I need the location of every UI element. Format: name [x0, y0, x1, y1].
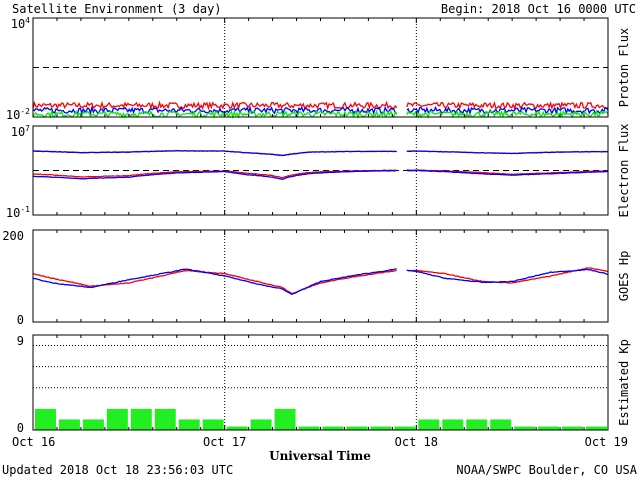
chart-title: Satellite Environment (3 day) — [12, 2, 222, 16]
kp-bar — [418, 419, 440, 430]
proton-flux-frame — [32, 17, 609, 118]
updated-time: Updated 2018 Oct 18 23:56:03 UTC — [2, 463, 233, 477]
tick-exponent: -1 — [20, 205, 30, 214]
proton-flux-label: Proton Flux — [617, 28, 631, 107]
kp-bar — [130, 408, 152, 430]
goes-hp-series-blue — [32, 268, 609, 296]
kp-bar — [370, 426, 392, 430]
electron-flux-frame — [32, 125, 609, 216]
goes-hp-frame — [32, 229, 609, 323]
electron-flux-series-blue — [32, 169, 609, 180]
begin-time: Begin: 2018 Oct 16 0000 UTC — [441, 2, 636, 16]
kp-bar — [490, 419, 512, 430]
proton-flux-ytick-top: 104 — [11, 16, 30, 31]
goes-hp-label: GOES Hp — [617, 251, 631, 302]
credit-line: NOAA/SWPC Boulder, CO USA — [456, 463, 637, 477]
electron-flux-series-red — [32, 169, 608, 179]
estimated-kp-ytick-top: 9 — [17, 334, 24, 348]
kp-bar — [514, 426, 536, 430]
tick-base: 10 — [11, 17, 25, 31]
kp-bar — [250, 419, 272, 430]
x-tick-label: Oct 18 — [395, 435, 438, 449]
tick-exponent: -2 — [20, 107, 30, 116]
kp-bar — [394, 426, 416, 430]
kp-bar — [106, 408, 128, 430]
x-tick-label: Oct 17 — [203, 435, 246, 449]
electron-flux-series-blue — [32, 150, 609, 157]
tick-exponent: 7 — [25, 124, 30, 133]
tick-base: 10 — [6, 206, 20, 220]
estimated-kp-ytick-bottom: 0 — [17, 421, 24, 435]
estimated-kp-label: Estimated Kp — [617, 339, 631, 426]
kp-bar — [82, 419, 104, 430]
electron-flux-label: Electron Flux — [617, 124, 631, 218]
kp-bar — [346, 426, 368, 430]
kp-bar — [466, 419, 488, 430]
proton-flux-ytick-bottom: 10-2 — [6, 107, 30, 122]
kp-bar — [322, 426, 344, 430]
kp-bar — [58, 419, 80, 430]
proton-flux-series-red — [32, 100, 609, 111]
tick-base: 10 — [11, 125, 25, 139]
kp-bar — [586, 426, 607, 430]
tick-base: 10 — [6, 108, 20, 122]
goes-hp-ytick-top: 200 — [2, 229, 24, 243]
proton-flux-series-green — [32, 109, 609, 120]
kp-bar — [538, 426, 560, 430]
x-tick-label: Oct 16 — [12, 435, 55, 449]
tick-exponent: 4 — [25, 16, 30, 25]
kp-bar — [442, 419, 464, 430]
kp-bar — [298, 426, 320, 430]
electron-flux-ytick-bottom: 10-1 — [6, 205, 30, 220]
kp-bar — [226, 426, 248, 430]
kp-bar — [274, 408, 296, 430]
kp-bar — [202, 419, 224, 430]
electron-flux-ytick-top: 107 — [11, 124, 30, 139]
kp-bar — [35, 408, 56, 430]
goes-hp-ytick-bottom: 0 — [17, 313, 24, 327]
x-axis-label: Universal Time — [269, 449, 371, 463]
kp-bar — [178, 419, 200, 430]
kp-bar — [154, 408, 176, 430]
kp-bar — [562, 426, 584, 430]
x-tick-label: Oct 19 — [585, 435, 628, 449]
